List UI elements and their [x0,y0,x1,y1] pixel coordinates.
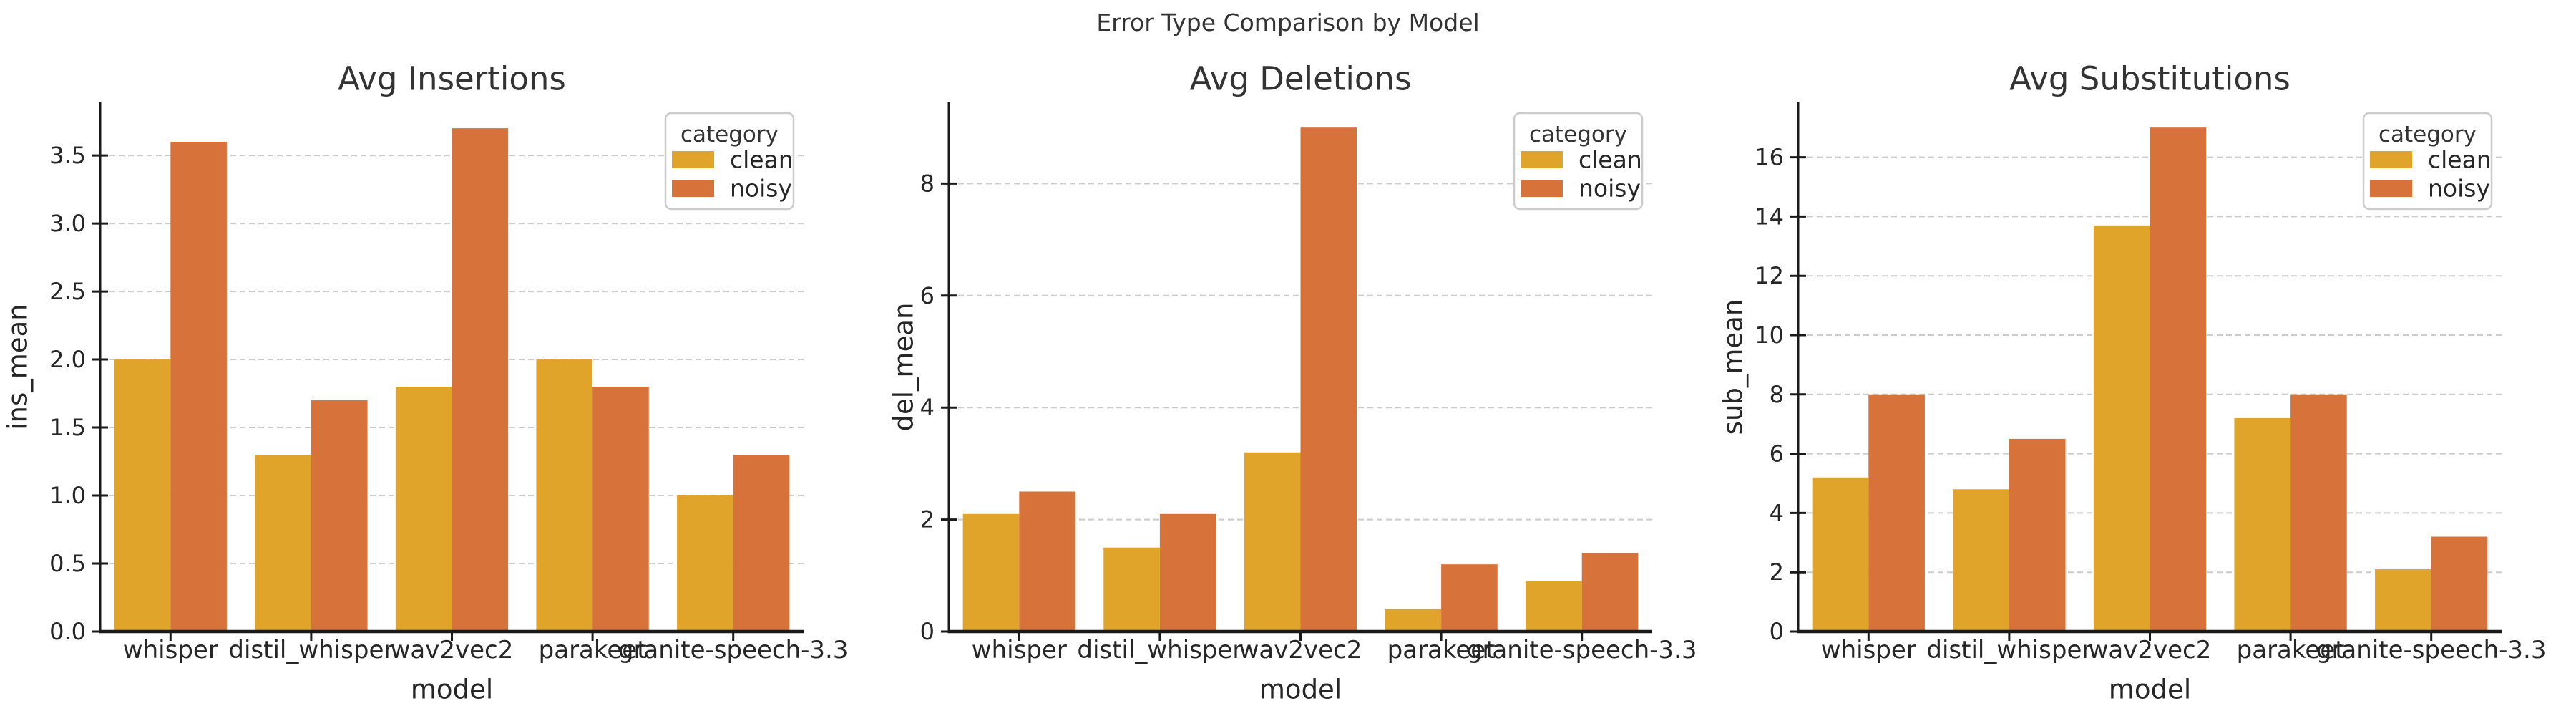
subplot-title: Avg Insertions [338,60,566,98]
y-tick-label: 2.0 [49,346,86,373]
subplot-sub_mean: 0 2 4 6 8 10 12 14 16 whisper distil_whisperwav2ve… [1718,60,2547,705]
y-tick-label: 2.5 [49,278,86,305]
bar-clean-wav2vec2 [1244,452,1301,632]
legend-label-clean: clean [730,146,794,174]
bar-clean-wav2vec2 [2093,225,2150,632]
y-tick-label: 0.0 [49,618,86,645]
y-axis-label: del_mean [889,303,919,432]
bar-noisy-granite-speech-3.3 [2431,536,2488,632]
legend-swatch-noisy [1521,180,1563,197]
bar-clean-parakeet [1385,609,1442,632]
legend-swatch-clean [672,151,714,168]
bar-noisy-distil_whisper [1159,513,1216,632]
bar-clean-parakeet [2234,417,2291,632]
x-tick-label: wav2vec2 [2089,636,2212,664]
x-tick-label: parakeet [539,636,647,664]
y-tick-label: 2 [1770,558,1784,586]
bar-noisy-parakeet [1441,564,1498,632]
y-tick-label: 3.5 [49,142,86,169]
y-tick-label: 0.5 [49,550,86,577]
legend-label-noisy: noisy [730,175,792,203]
x-axis-label: model [2109,674,2191,705]
y-tick-label: 3.0 [49,210,86,237]
y-tick-label: 16 [1755,144,1784,171]
x-tick-label: granite-speech-3.3 [2316,636,2547,664]
y-tick-label: 4 [1770,499,1784,526]
x-tick-label: parakeet [1387,636,1496,664]
subplot-title: Avg Deletions [1190,60,1412,98]
y-tick-label: 10 [1755,321,1784,349]
x-tick-label: whisper [1821,636,1916,664]
bar-noisy-wav2vec2 [452,128,509,632]
legend-swatch-noisy [2370,180,2412,197]
x-tick-label: whisper [123,636,218,664]
y-axis-label: sub_mean [1718,299,1749,435]
x-axis-label: model [1259,674,1342,705]
legend-title: category [680,122,779,147]
x-tick-label: distil_whisper [1926,636,2092,664]
bar-noisy-wav2vec2 [1300,127,1357,632]
legend-swatch-noisy [672,180,714,197]
legend-swatch-clean [1521,151,1563,168]
figure-suptitle: Error Type Comparison by Model [1096,9,1480,37]
bar-noisy-parakeet [2290,394,2347,632]
x-tick-label: distil_whisper [1077,636,1242,664]
legend-label-clean: clean [2428,146,2492,174]
y-tick-label: 8 [920,170,935,197]
y-tick-label: 14 [1755,203,1784,230]
y-tick-label: 1.5 [49,414,86,441]
legend-label-noisy: noisy [2428,175,2490,203]
bar-clean-whisper [962,513,1020,632]
bar-noisy-granite-speech-3.3 [1581,553,1639,632]
subplot-ins_mean: 0.0 0.5 1.0 1.5 2.0 2.5 3.0 3.5 whisper distil_wh… [3,60,849,705]
x-axis-label: model [411,674,493,705]
x-tick-label: granite-speech-3.3 [618,636,849,664]
y-tick-label: 12 [1755,262,1784,289]
subplot-title: Avg Substitutions [2009,60,2290,98]
x-tick-label: whisper [972,636,1067,664]
y-tick-label: 0 [920,618,935,645]
bar-noisy-distil_whisper [2009,438,2066,632]
x-tick-label: granite-speech-3.3 [1467,636,1697,664]
bar-clean-granite-speech-3.3 [677,495,733,632]
y-tick-label: 4 [920,394,935,421]
y-tick-label: 2 [920,506,935,533]
x-tick-label: distil_whisper [228,636,394,664]
y-tick-label: 0 [1770,618,1784,645]
bar-clean-granite-speech-3.3 [1526,581,1582,632]
x-tick-label: parakeet [2237,636,2345,664]
legend-label-clean: clean [1579,146,1642,174]
y-axis-label: ins_mean [3,304,34,430]
x-tick-label: wav2vec2 [391,636,514,664]
x-tick-label: wav2vec2 [1239,636,1362,664]
bar-clean-granite-speech-3.3 [2375,569,2431,632]
bar-clean-wav2vec2 [395,387,452,632]
bar-noisy-distil_whisper [311,400,368,632]
bar-clean-distil_whisper [1103,547,1160,632]
legend-swatch-clean [2370,151,2412,168]
bar-clean-whisper [1812,477,1869,632]
bar-noisy-granite-speech-3.3 [733,455,790,632]
legend-title: category [1529,122,1627,147]
bar-noisy-wav2vec2 [2150,127,2207,632]
y-tick-label: 6 [1770,440,1784,468]
y-tick-label: 1.0 [49,482,86,509]
bar-clean-distil_whisper [1953,489,2009,632]
bar-clean-distil_whisper [255,455,311,632]
bar-noisy-whisper [1868,394,1925,632]
legend-label-noisy: noisy [1579,175,1641,203]
bar-noisy-parakeet [592,387,649,632]
legend-title: category [2379,122,2477,147]
y-tick-label: 8 [1770,381,1784,408]
bar-noisy-whisper [1019,491,1075,632]
y-tick-label: 6 [920,282,935,309]
bar-noisy-whisper [170,142,227,632]
bar-clean-parakeet [536,359,593,632]
bar-clean-whisper [114,359,171,632]
